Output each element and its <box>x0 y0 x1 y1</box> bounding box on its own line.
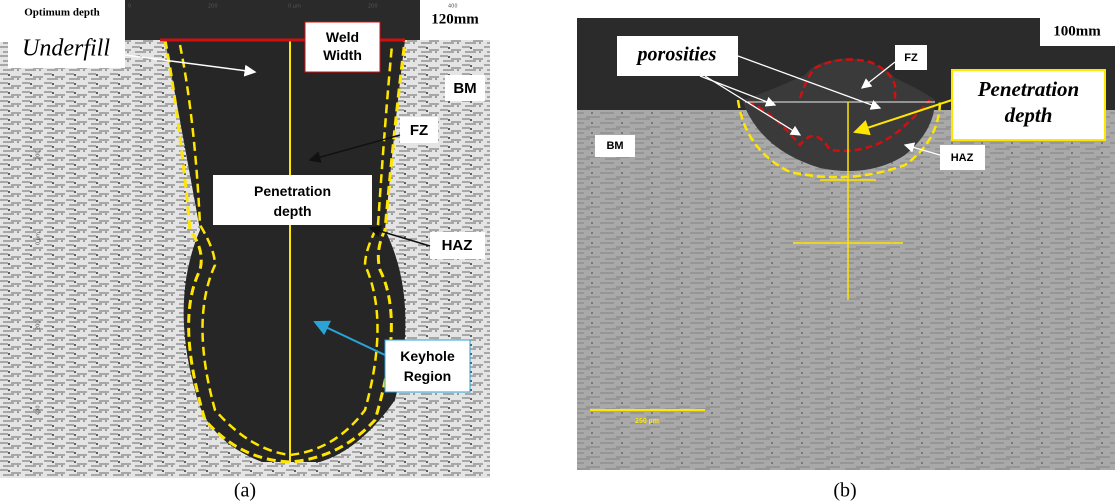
scale-tick-label: 0 <box>128 4 131 10</box>
weld-width-label: Weld Width <box>305 22 380 64</box>
scale-tick-label: 400 <box>36 405 42 415</box>
optimum-label: Optimum depth <box>24 7 100 19</box>
magnification: 120mm <box>431 11 479 27</box>
penetration-label: Penetration depth <box>952 70 1105 128</box>
fz-label: FZ <box>410 122 428 139</box>
bm-label: BM <box>453 80 476 97</box>
porosities-label: porosities <box>636 44 717 66</box>
scale-bar-label: 250 µm <box>635 418 659 425</box>
scale-tick-label: 200 <box>368 4 378 10</box>
underfill-label: Underfill <box>22 36 110 62</box>
penetration-label: Penetration depth <box>213 175 372 221</box>
scale-tick-label: 400 <box>448 4 458 10</box>
figure: Optimum depth 120mm 0 200 0 µm 200 400 200 0 µ… <box>0 0 1115 504</box>
scale-tick-label: 200 <box>208 4 218 10</box>
scale-tick-label: 0 µm <box>36 232 42 245</box>
scale-tick-label: 200 <box>36 320 42 330</box>
caption-b: (b) <box>833 480 856 502</box>
scale-tick-label: 0 µm <box>288 4 301 10</box>
panel-b: porosities FZ 100mm Penetration depth BM… <box>577 18 1115 502</box>
weld-width-fo: Weld Width <box>305 22 380 72</box>
penetration-fo: Penetration depth <box>952 70 1105 140</box>
bm-label: BM <box>606 140 623 152</box>
caption-a: (a) <box>234 480 256 502</box>
magnification: 100mm <box>1053 23 1101 39</box>
keyhole-fo: Keyhole Region <box>385 340 470 392</box>
haz-label: HAZ <box>442 237 473 254</box>
keyhole-label: Keyhole Region <box>385 340 470 386</box>
penetration-fo: Penetration depth <box>213 175 372 225</box>
fz-label: FZ <box>904 52 918 64</box>
panel-a: Optimum depth 120mm 0 200 0 µm 200 400 200 0 µ… <box>0 0 490 502</box>
haz-label: HAZ <box>951 152 974 164</box>
scale-tick-label: 200 <box>36 150 42 160</box>
